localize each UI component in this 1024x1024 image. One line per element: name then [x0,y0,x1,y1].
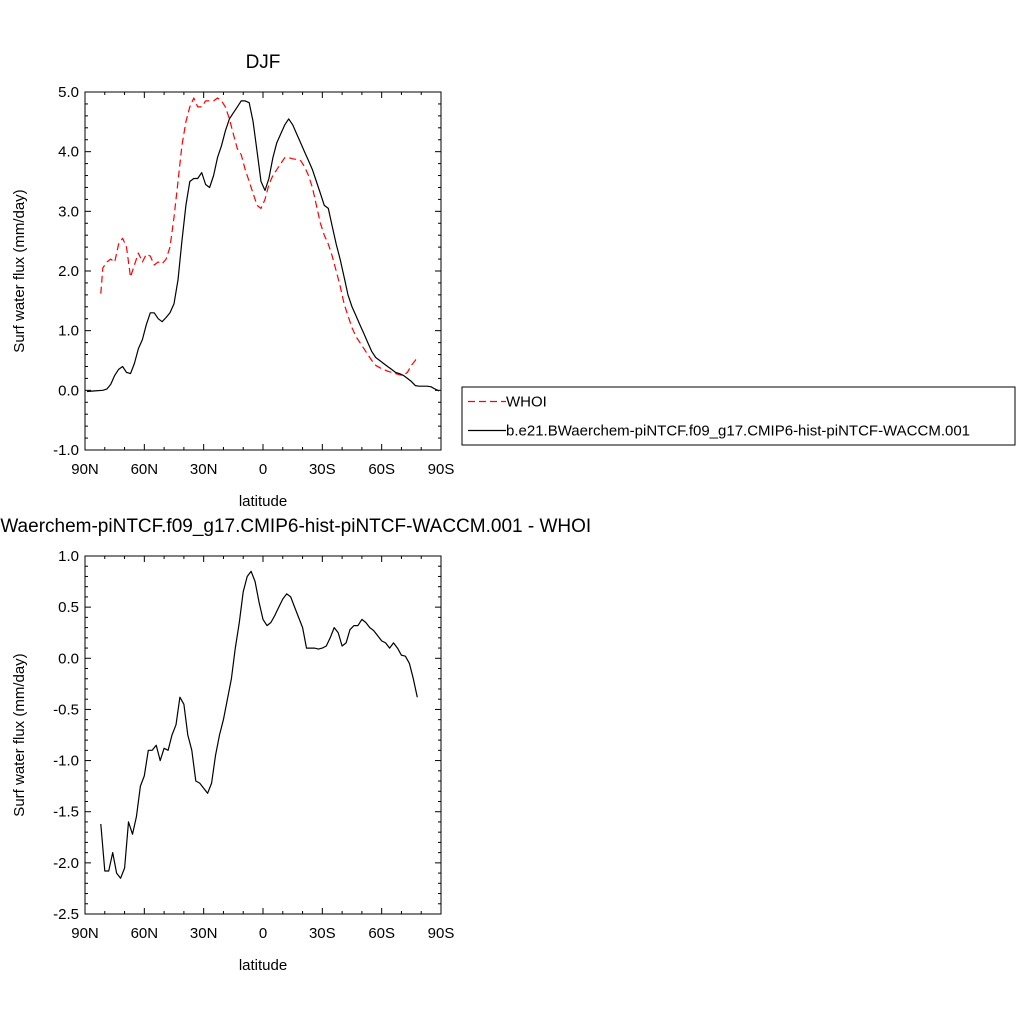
x-tick-label: 60N [131,461,159,478]
y-axis-title: Surf water flux (mm/day) [11,189,28,352]
x-tick-label: 90S [428,925,455,942]
x-tick-label: 90S [428,461,455,478]
x-tick-label: 60N [131,925,159,942]
y-tick-label: 0.0 [58,650,79,667]
x-axis-title: latitude [239,957,287,974]
y-tick-label: -1.0 [53,442,79,459]
y-tick-label: 1.0 [58,323,79,340]
chart-panel-2: b.e21.BWaerchem-piNTCF.f09_g17.CMIP6-his… [0,516,591,974]
y-tick-label: 2.0 [58,263,79,280]
y-tick-label: 0.5 [58,599,79,616]
series-line-2 [86,100,440,393]
y-tick-label: 0.0 [58,382,79,399]
x-tick-label: 0 [259,461,267,478]
x-tick-label: 60S [368,461,395,478]
plot-frame [84,91,442,451]
y-axis-title: Surf water flux (mm/day) [11,653,28,816]
legend: WHOI b.e21.BWaerchem-piNTCF.f09_g17.CMIP6… [461,386,1016,446]
x-tick-label: 0 [259,925,267,942]
y-tick-label: -2.0 [53,855,79,872]
x-tick-label: 90N [71,925,99,942]
x-tick-label: 30S [309,925,336,942]
y-tick-label: 5.0 [58,84,79,101]
chart-title: DJF [246,52,281,73]
x-tick-label: 30N [190,925,218,942]
x-tick-label: 30N [190,461,218,478]
legend-box [461,386,1016,446]
chart-title: b.e21.BWaerchem-piNTCF.f09_g17.CMIP6-his… [0,516,591,537]
y-tick-label: 4.0 [58,144,79,161]
legend-label-2: b.e21.BWaerchem-piNTCF.f09_g17.CMIP6-his… [506,423,970,440]
x-tick-label: 30S [309,461,336,478]
x-axis-title: latitude [239,493,287,510]
y-tick-label: 1.0 [58,548,79,565]
y-tick-label: -1.5 [53,804,79,821]
y-tick-label: 3.0 [58,203,79,220]
series-line-1 [100,97,418,376]
y-tick-label: -0.5 [53,701,79,718]
chart-panel-1: DJF 90N 60N 30N 0 30S 60S 90S -1.0 0.0 1.0 2.0 3.0 4.… [11,52,1016,510]
x-tick-label: 60S [368,925,395,942]
y-tick-label: -2.5 [53,906,79,923]
x-tick-label: 90N [71,461,99,478]
y-tick-label: -1.0 [53,753,79,770]
plot-frame [84,555,442,915]
series-line-1 [100,570,418,879]
legend-label-1: WHOI [506,394,547,411]
